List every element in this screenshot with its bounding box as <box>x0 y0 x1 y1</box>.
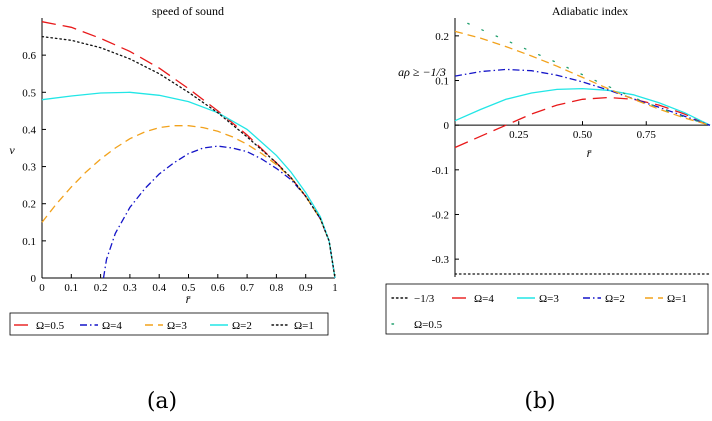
p1-x-tick-label: 0.5 <box>182 282 196 294</box>
p2-series-line-5 <box>467 22 711 126</box>
p1-series-line-3 <box>41 91 336 279</box>
p1-x-tick-label: 0 <box>39 282 45 294</box>
p1-x-tick-label: 0.7 <box>240 282 254 294</box>
p2-series-line-2 <box>454 87 711 126</box>
p1-y-tick-label: 0.6 <box>22 50 36 62</box>
p2-legend-label: Ω=2 <box>605 293 625 305</box>
p1-x-tick-label: 0.1 <box>64 282 78 294</box>
p1-x-tick-label: 0.3 <box>123 282 137 294</box>
p1-y-tick-label: 0.4 <box>22 124 36 136</box>
p2-legend-label: Ω=3 <box>539 293 559 305</box>
p1-legend-label: Ω=4 <box>102 320 122 332</box>
p2-y-tick-label: 0.1 <box>435 76 449 88</box>
p2-series-line-4 <box>454 30 711 126</box>
p2-legend-label: Ω=0.5 <box>414 319 443 331</box>
p2-legend-label: Ω=4 <box>474 293 494 305</box>
p2-x-tick-label: 0.25 <box>509 129 529 141</box>
p1-y-tick-label: 0.3 <box>22 162 36 174</box>
p2-y-tick-label: 0.2 <box>435 31 449 43</box>
p1-y-tick-label: 0.1 <box>22 236 36 248</box>
p2-legend-label: Ω=1 <box>667 293 687 305</box>
p1-legend-label: Ω=0.5 <box>36 320 65 332</box>
p1-chart-title: speed of sound <box>152 4 224 18</box>
p1-series-line-4 <box>41 35 336 279</box>
p1-panel-caption: (a) <box>147 389 177 414</box>
p2-y-tick-label: 0 <box>444 120 450 132</box>
p2-panel-caption: (b) <box>524 389 555 414</box>
p1-x-axis-label: r̄ <box>186 292 191 306</box>
p1-x-tick-label: 1 <box>332 282 338 294</box>
p2-y-tick-label: -0.2 <box>432 209 449 221</box>
p2-legend-label: −1/3 <box>414 293 435 305</box>
p1-x-tick-label: 0.8 <box>270 282 284 294</box>
p1-x-tick-label: 0.4 <box>152 282 166 294</box>
p1-series-line-2 <box>41 125 336 279</box>
p2-y-tick-label: -0.1 <box>432 165 449 177</box>
p1-legend-label: Ω=1 <box>294 320 314 332</box>
p2-legend-box <box>385 283 709 335</box>
p2-x-tick-label: 0.75 <box>637 129 657 141</box>
p1-y-tick-label: 0 <box>31 273 37 285</box>
p1-legend-box <box>9 312 329 336</box>
p2-x-axis-label: r̄ <box>587 146 592 160</box>
p2-y-tick-label: -0.3 <box>432 254 450 266</box>
p1-x-tick-label: 0.2 <box>94 282 108 294</box>
p1-series-line-0 <box>41 21 336 279</box>
p1-x-tick-label: 0.6 <box>211 282 225 294</box>
p2-series-line-1 <box>454 96 711 149</box>
p1-y-axis-label: v <box>9 143 15 157</box>
p1-series-line-1 <box>102 145 336 279</box>
p2-chart-title: Adiabatic index <box>552 4 628 18</box>
p2-y-axis-label: aρ ≥ −1/3 <box>398 65 446 79</box>
p1-x-tick-label: 0.9 <box>299 282 313 294</box>
p1-legend-label: Ω=2 <box>232 320 252 332</box>
p1-y-tick-label: 0.2 <box>22 199 36 211</box>
p2-x-tick-label: 0.50 <box>573 129 593 141</box>
p1-legend-label: Ω=3 <box>167 320 187 332</box>
p1-y-tick-label: 0.5 <box>22 87 36 99</box>
